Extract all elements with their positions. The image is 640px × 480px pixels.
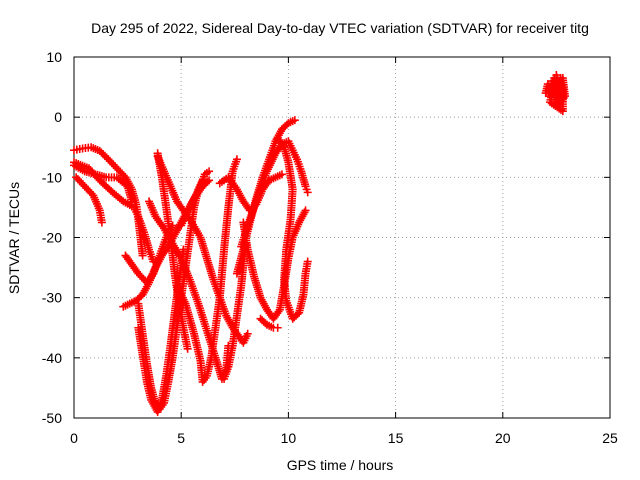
chart-title: Day 295 of 2022, Sidereal Day-to-day VTE… [91,20,589,36]
y-tick-label: -50 [42,410,62,426]
data-point [274,307,283,316]
data-point [97,218,106,227]
data-marks [70,71,569,416]
data-point [232,155,241,164]
y-tick-label: -40 [42,350,62,366]
y-tick-label: -20 [42,230,62,246]
data-point [203,177,212,186]
x-tick-label: 0 [70,430,78,446]
data-point [205,176,214,185]
data-series-3 [72,173,106,227]
x-tick-label: 20 [495,430,511,446]
data-point [273,323,282,332]
axis-ticks [73,56,611,419]
data-series-20 [273,134,312,323]
data-point [183,344,192,353]
y-axis-label: SDTVAR / TECUs [6,182,22,294]
data-series-12 [177,176,214,230]
data-point [303,188,312,197]
data-point [148,271,157,280]
y-tick-label: 0 [54,109,62,125]
data-point [558,74,567,83]
data-point [301,206,310,215]
x-axis-label: GPS time / hours [287,457,394,473]
tick-labels: 0 5 10 15 20 25 -50 -40 -30 -20 -10 0 10 [42,49,618,446]
data-point [277,170,286,179]
data-point [303,257,312,266]
data-point [138,251,147,260]
y-tick-label: 10 [46,49,62,65]
x-tick-label: 10 [281,430,297,446]
data-point [243,329,252,338]
x-tick-label: 25 [602,430,618,446]
data-series-19 [256,314,282,332]
x-tick-label: 15 [388,430,404,446]
grid [74,57,610,418]
data-point [205,167,214,176]
data-point [179,245,188,254]
data-point [290,116,299,125]
y-tick-label: -30 [42,290,62,306]
data-series-17 [237,137,312,251]
x-tick-label: 5 [177,430,185,446]
y-tick-label: -10 [42,169,62,185]
data-series-21 [541,71,569,116]
